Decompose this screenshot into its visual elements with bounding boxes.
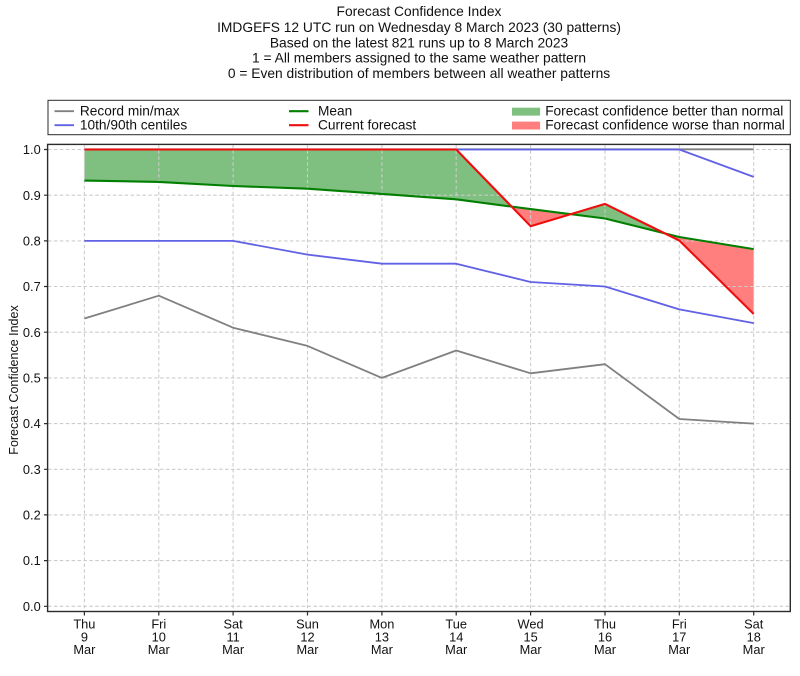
svg-text:Mar: Mar bbox=[668, 642, 691, 657]
svg-text:16: 16 bbox=[598, 629, 612, 644]
svg-text:Sat: Sat bbox=[223, 617, 243, 632]
svg-text:Forecast confidence better tha: Forecast confidence better than normal bbox=[545, 104, 783, 119]
svg-text:Mar: Mar bbox=[371, 642, 394, 657]
svg-text:9: 9 bbox=[81, 629, 88, 644]
svg-text:Tue: Tue bbox=[445, 617, 467, 632]
svg-text:10th/90th centiles: 10th/90th centiles bbox=[80, 118, 187, 133]
svg-text:0.0: 0.0 bbox=[23, 599, 41, 614]
svg-text:Mar: Mar bbox=[743, 642, 766, 657]
svg-text:Mon: Mon bbox=[369, 617, 394, 632]
svg-text:IMDGEFS 12 UTC run on Wednesda: IMDGEFS 12 UTC run on Wednesday 8 March … bbox=[217, 20, 621, 35]
svg-text:Mar: Mar bbox=[594, 642, 617, 657]
svg-text:0.2: 0.2 bbox=[23, 508, 41, 523]
svg-text:15: 15 bbox=[523, 629, 537, 644]
svg-text:18: 18 bbox=[747, 629, 761, 644]
svg-text:13: 13 bbox=[375, 629, 389, 644]
svg-text:11: 11 bbox=[226, 629, 239, 644]
svg-text:Fri: Fri bbox=[672, 617, 687, 632]
svg-text:1.0: 1.0 bbox=[23, 142, 41, 157]
svg-text:Sat: Sat bbox=[744, 617, 764, 632]
svg-text:0.3: 0.3 bbox=[23, 462, 41, 477]
svg-text:0.6: 0.6 bbox=[23, 325, 41, 340]
svg-text:Forecast Confidence Index: Forecast Confidence Index bbox=[337, 4, 502, 19]
svg-text:0.5: 0.5 bbox=[23, 371, 41, 386]
svg-text:Sun: Sun bbox=[296, 617, 319, 632]
svg-text:10: 10 bbox=[152, 629, 166, 644]
svg-text:Wed: Wed bbox=[518, 617, 544, 632]
svg-text:Fri: Fri bbox=[151, 617, 166, 632]
svg-text:Based on the latest 821 runs u: Based on the latest 821 runs up to 8 Mar… bbox=[270, 36, 569, 51]
svg-text:12: 12 bbox=[300, 629, 314, 644]
svg-text:Mar: Mar bbox=[148, 642, 171, 657]
svg-text:Mar: Mar bbox=[520, 642, 543, 657]
svg-text:0.8: 0.8 bbox=[23, 234, 41, 249]
svg-text:17: 17 bbox=[672, 629, 686, 644]
svg-text:Forecast Confidence Index: Forecast Confidence Index bbox=[7, 305, 21, 455]
svg-text:Mar: Mar bbox=[73, 642, 96, 657]
svg-text:Mar: Mar bbox=[296, 642, 319, 657]
svg-text:0.4: 0.4 bbox=[23, 416, 41, 431]
svg-text:1 = All members assigned to th: 1 = All members assigned to the same wea… bbox=[252, 51, 586, 66]
svg-text:14: 14 bbox=[449, 629, 463, 644]
svg-text:0 = Even distribution of membe: 0 = Even distribution of members between… bbox=[228, 66, 610, 81]
svg-text:0.1: 0.1 bbox=[23, 553, 41, 568]
svg-text:Mean: Mean bbox=[318, 104, 352, 119]
svg-text:Thu: Thu bbox=[594, 617, 616, 632]
svg-text:Record min/max: Record min/max bbox=[80, 104, 180, 119]
svg-text:Thu: Thu bbox=[73, 617, 95, 632]
svg-text:Current forecast: Current forecast bbox=[318, 118, 416, 133]
svg-text:Mar: Mar bbox=[445, 642, 468, 657]
svg-text:Mar: Mar bbox=[222, 642, 245, 657]
svg-text:0.9: 0.9 bbox=[23, 188, 41, 203]
svg-text:0.7: 0.7 bbox=[23, 279, 41, 294]
svg-text:Forecast confidence worse than: Forecast confidence worse than normal bbox=[545, 118, 785, 133]
